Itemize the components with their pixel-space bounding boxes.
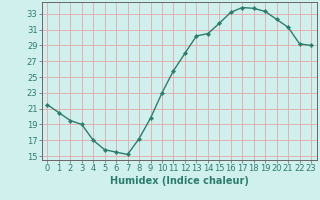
- X-axis label: Humidex (Indice chaleur): Humidex (Indice chaleur): [110, 176, 249, 186]
